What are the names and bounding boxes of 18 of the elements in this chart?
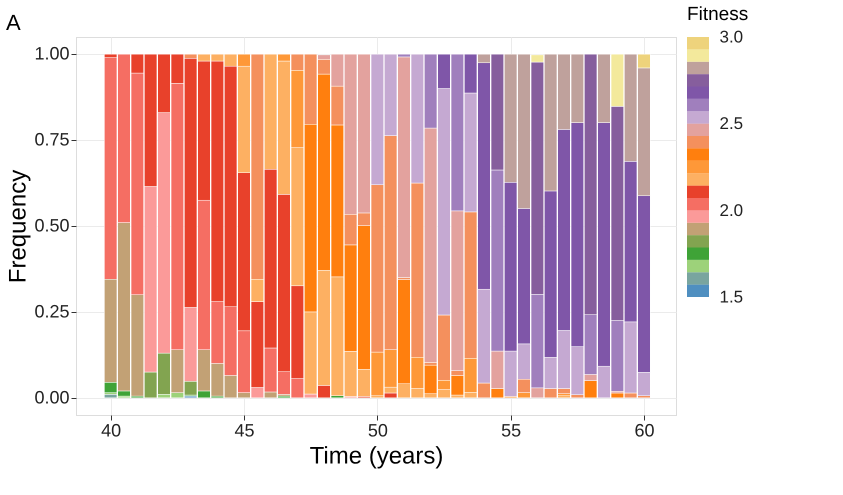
color-bar-label: 1.5 (720, 288, 744, 306)
color-bar-label: 2.5 (720, 114, 744, 134)
color-bar-label: 3.0 (720, 28, 744, 46)
color-bar-title: Fitness (687, 4, 748, 25)
x-tick-label: 40 (101, 420, 122, 440)
x-axis-title: Time (years) (310, 442, 444, 470)
y-tick-label: 0.50 (34, 216, 70, 236)
x-tick-label: 45 (234, 420, 255, 440)
y-axis-title: Frequency (4, 170, 32, 284)
y-tick-label: 0.00 (34, 387, 70, 408)
y-tick-label: 0.75 (34, 130, 70, 150)
x-tick-label: 55 (501, 420, 522, 440)
color-bar-label: 2.0 (720, 200, 744, 220)
x-tick-label: 50 (368, 420, 388, 440)
y-tick-label: 1.00 (34, 44, 70, 64)
chart-title: A (6, 10, 21, 35)
y-tick-label: 0.25 (34, 301, 70, 322)
x-tick-label: 60 (634, 420, 655, 440)
